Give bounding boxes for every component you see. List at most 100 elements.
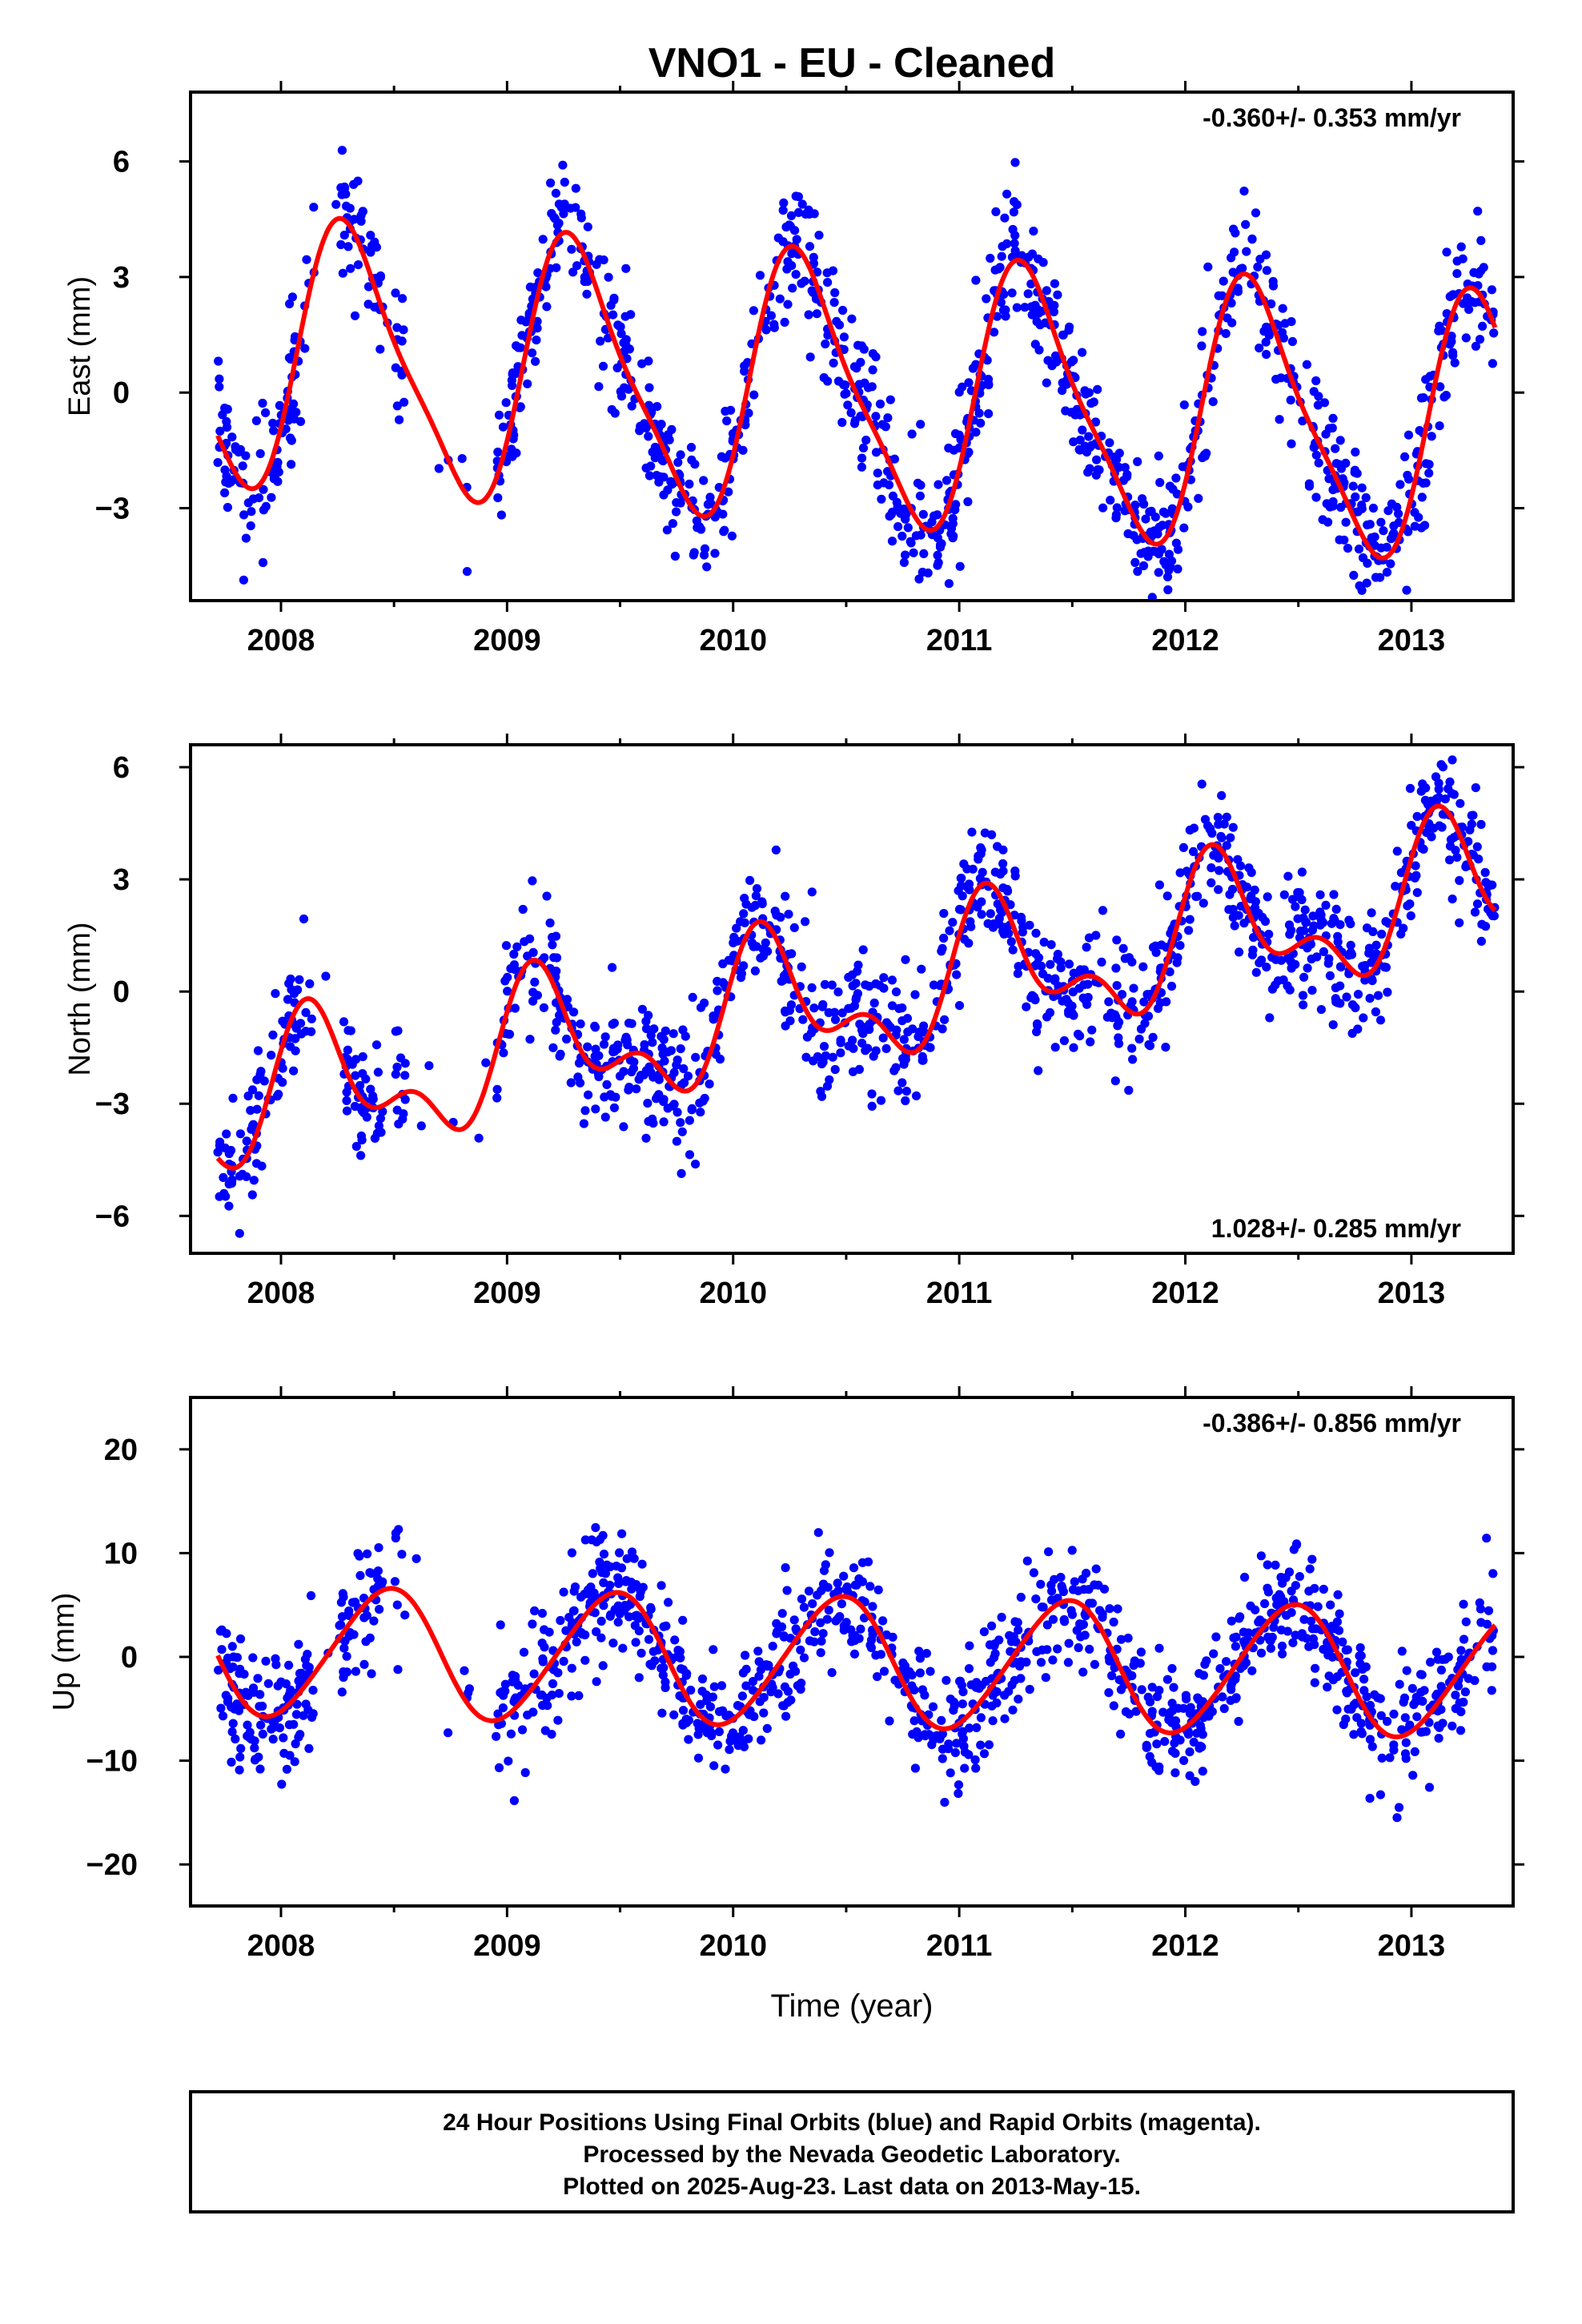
east-data-point bbox=[646, 461, 656, 471]
north-data-point bbox=[809, 1003, 819, 1013]
east-data-point bbox=[215, 426, 225, 436]
east-data-point bbox=[1261, 250, 1271, 259]
up-data-point bbox=[741, 1651, 750, 1660]
north-data-point bbox=[583, 1042, 592, 1051]
up-data-point bbox=[1105, 1604, 1114, 1614]
east-data-point bbox=[1441, 391, 1451, 400]
up-data-point bbox=[537, 1638, 547, 1648]
north-data-point bbox=[940, 1015, 950, 1024]
north-data-point bbox=[691, 1052, 701, 1062]
north-data-point bbox=[1300, 905, 1310, 915]
east-data-point bbox=[339, 182, 349, 192]
east-model-curve bbox=[215, 215, 1498, 561]
north-data-point bbox=[548, 1043, 558, 1052]
north-data-point bbox=[871, 1046, 881, 1055]
up-data-point bbox=[1399, 1697, 1408, 1707]
north-data-point bbox=[945, 926, 954, 935]
up-data-point bbox=[289, 1719, 299, 1729]
up-data-point bbox=[349, 1630, 359, 1639]
north-data-point bbox=[718, 978, 728, 987]
up-data-point bbox=[650, 1656, 660, 1666]
up-data-point bbox=[1256, 1551, 1266, 1561]
up-data-point bbox=[1164, 1715, 1174, 1725]
north-data-point bbox=[520, 937, 529, 947]
east-data-point bbox=[913, 478, 922, 488]
up-data-point bbox=[1375, 1790, 1385, 1799]
east-data-point bbox=[805, 209, 814, 219]
north-data-point bbox=[676, 1118, 685, 1128]
east-data-point bbox=[1009, 207, 1018, 217]
east-data-point bbox=[1351, 447, 1360, 457]
north-data-point bbox=[289, 988, 299, 999]
up-data-point bbox=[909, 1716, 919, 1726]
east-data-point bbox=[948, 513, 958, 524]
east-data-point bbox=[901, 550, 910, 560]
north-data-point bbox=[503, 987, 512, 996]
up-data-point bbox=[1397, 1725, 1407, 1735]
north-data-point bbox=[1182, 866, 1191, 876]
up-data-point bbox=[303, 1705, 313, 1715]
up-data-point bbox=[227, 1727, 237, 1737]
north-data-point bbox=[289, 1066, 299, 1076]
up-data-point bbox=[261, 1656, 271, 1666]
up-data-point bbox=[1327, 1622, 1337, 1631]
north-data-point bbox=[777, 976, 786, 986]
east-data-point bbox=[1032, 317, 1042, 327]
north-data-point bbox=[757, 897, 767, 907]
north-data-point bbox=[830, 1015, 841, 1024]
north-data-point bbox=[878, 1033, 888, 1043]
up-data-point bbox=[279, 1733, 288, 1743]
up-data-point bbox=[497, 1687, 507, 1697]
up-data-point bbox=[537, 1609, 548, 1618]
north-data-point bbox=[853, 960, 863, 970]
east-data-point bbox=[1424, 468, 1434, 478]
east-data-point bbox=[838, 305, 848, 316]
north-data-point bbox=[278, 1077, 287, 1088]
east-data-point bbox=[604, 272, 613, 282]
north-data-point bbox=[1457, 822, 1467, 832]
up-x-tick-label: 2011 bbox=[926, 1929, 992, 1963]
east-data-point bbox=[916, 530, 926, 540]
up-data-point bbox=[570, 1582, 580, 1592]
up-data-point bbox=[946, 1695, 955, 1704]
east-data-point bbox=[899, 557, 909, 568]
up-data-point bbox=[1459, 1599, 1468, 1609]
up-y-axis-label: Up (mm) bbox=[47, 1593, 81, 1711]
up-data-point bbox=[958, 1687, 968, 1697]
east-data-point bbox=[652, 402, 662, 412]
east-data-point bbox=[1138, 494, 1147, 504]
up-data-point bbox=[822, 1614, 832, 1624]
east-data-point bbox=[786, 211, 797, 220]
up-data-point bbox=[595, 1558, 604, 1567]
up-data-point bbox=[618, 1643, 628, 1653]
east-data-point bbox=[1475, 335, 1485, 344]
up-data-point bbox=[627, 1553, 636, 1562]
east-data-point bbox=[1387, 499, 1396, 509]
up-data-point bbox=[813, 1528, 823, 1538]
up-data-point bbox=[588, 1569, 597, 1578]
north-data-point bbox=[608, 1019, 617, 1029]
up-data-point bbox=[979, 1627, 989, 1637]
up-data-point bbox=[1056, 1573, 1066, 1582]
east-data-point bbox=[722, 416, 732, 426]
east-data-point bbox=[398, 294, 408, 304]
north-data-point bbox=[1228, 822, 1238, 832]
north-data-point bbox=[1059, 1035, 1069, 1046]
up-data-point bbox=[359, 1613, 369, 1622]
up-data-point bbox=[1289, 1545, 1299, 1554]
north-data-point bbox=[1267, 984, 1277, 994]
north-data-point bbox=[1412, 888, 1422, 898]
north-data-point bbox=[339, 1017, 349, 1027]
up-data-point bbox=[248, 1653, 258, 1663]
east-data-point bbox=[287, 436, 296, 445]
up-data-point bbox=[984, 1740, 994, 1750]
up-data-point bbox=[1412, 1712, 1422, 1722]
east-data-point bbox=[687, 455, 697, 465]
north-data-point bbox=[911, 1091, 921, 1100]
east-data-point bbox=[1198, 327, 1207, 336]
up-data-point bbox=[613, 1573, 623, 1582]
north-data-point bbox=[1279, 975, 1288, 985]
north-data-point bbox=[641, 1066, 652, 1076]
east-data-point bbox=[302, 255, 311, 264]
